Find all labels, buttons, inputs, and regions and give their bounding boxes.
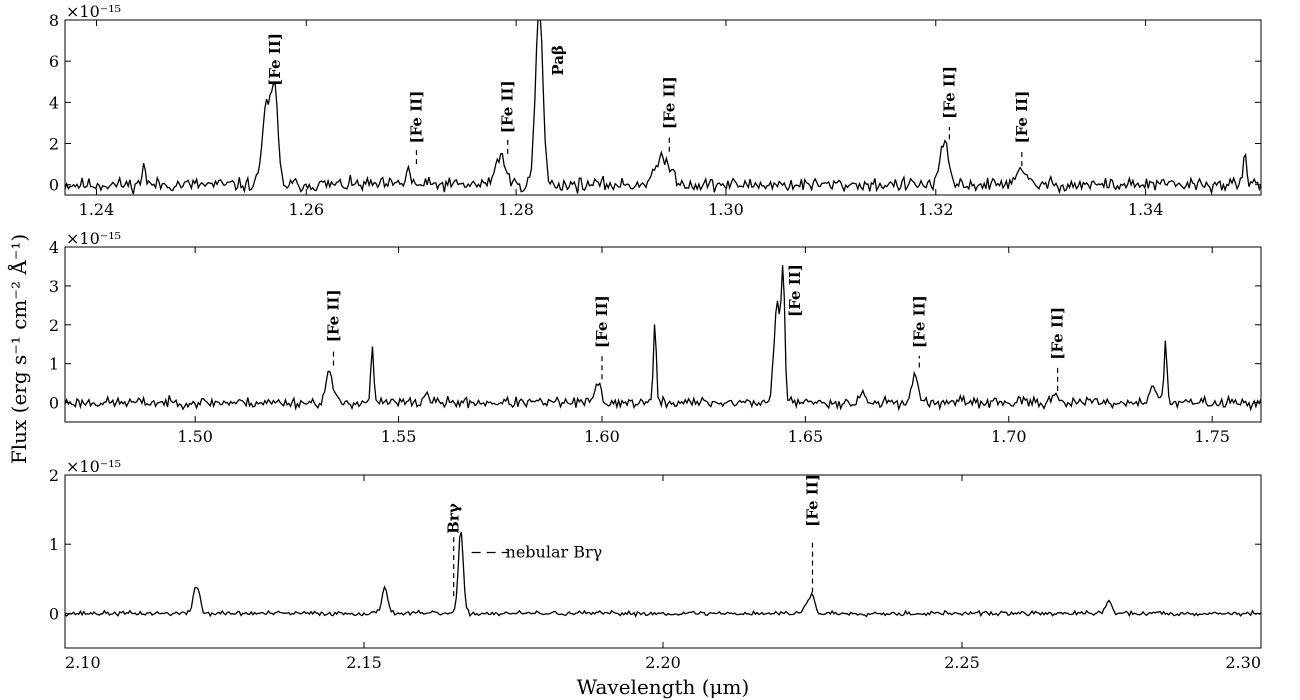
y-tick-label: 2 bbox=[49, 135, 59, 154]
annotation-label: [Fe II] bbox=[910, 295, 928, 348]
y-tick-label: 0 bbox=[49, 394, 59, 413]
y-tick-label: 3 bbox=[49, 277, 59, 296]
panel-H: 1.50 1.55 1.60 1.65 1.70 1.75 0 1 2 3 4 ×10⁻¹⁵ [Fe I… bbox=[49, 229, 1262, 446]
y-tick-label: 6 bbox=[49, 52, 59, 71]
y-tick-label: 4 bbox=[49, 93, 59, 112]
x-tick-label: 1.65 bbox=[788, 427, 824, 446]
plot-frame-J bbox=[64, 19, 1262, 196]
x-tick-label: 1.32 bbox=[918, 200, 954, 219]
y-tick-label: 1 bbox=[49, 535, 59, 554]
annotation-label: Paβ bbox=[549, 45, 567, 76]
spectrum-line-J bbox=[65, 20, 1261, 195]
x-tick-label: 1.24 bbox=[79, 200, 115, 219]
x-tick-label: 1.75 bbox=[1194, 427, 1230, 446]
annotation-label: [Fe II] bbox=[1013, 91, 1031, 144]
y-axis-label: Flux (erg s⁻¹ cm⁻² Å⁻¹) bbox=[6, 234, 31, 464]
annotation-label: [Fe II] bbox=[266, 33, 284, 86]
x-tick-label: 2.30 bbox=[1225, 653, 1261, 672]
y-tick-label: 2 bbox=[49, 316, 59, 335]
annotation-label: [Fe II] bbox=[407, 91, 425, 144]
panel-J: 1.24 1.26 1.28 1.30 1.32 1.34 0 2 4 6 8 ×10⁻¹⁵ [Fe I… bbox=[49, 2, 1262, 219]
panel-K: 2.10 2.15 2.20 2.25 2.30 0 1 2 ×10⁻¹⁵ Brγ [Fe II] n… bbox=[49, 457, 1262, 672]
x-tick-label: 1.28 bbox=[498, 200, 534, 219]
x-tick-label: 1.26 bbox=[288, 200, 324, 219]
x-tick-label: 2.25 bbox=[944, 653, 980, 672]
y-tick-label: 4 bbox=[49, 238, 59, 257]
annotation-label: [Fe II] bbox=[804, 474, 822, 527]
y-axis-multiplier: ×10⁻¹⁵ bbox=[66, 2, 121, 21]
x-axis-label: Wavelength (μm) bbox=[577, 675, 750, 699]
x-tick-label: 2.20 bbox=[645, 653, 681, 672]
spectrum-line-H bbox=[65, 265, 1261, 412]
panels-group: 1.24 1.26 1.28 1.30 1.32 1.34 0 2 4 6 8 ×10⁻¹⁵ [Fe I… bbox=[49, 2, 1262, 672]
x-tick-label: 1.34 bbox=[1128, 200, 1164, 219]
plot-frame-H bbox=[64, 246, 1262, 423]
annotation-label: nebular Brγ bbox=[506, 543, 603, 562]
x-tick-label: 1.70 bbox=[991, 427, 1027, 446]
x-tick-label: 1.60 bbox=[584, 427, 620, 446]
y-axis-multiplier: ×10⁻¹⁵ bbox=[66, 457, 121, 476]
x-tick-label: 1.50 bbox=[177, 427, 213, 446]
plot-frame-K bbox=[64, 474, 1262, 649]
annotation-label: Brγ bbox=[445, 503, 463, 534]
y-tick-label: 0 bbox=[49, 604, 59, 623]
annotation-label: [Fe II] bbox=[1049, 307, 1067, 360]
y-tick-label: 2 bbox=[49, 466, 59, 485]
annotation-label: [Fe II] bbox=[324, 289, 342, 342]
x-tick-label: 1.30 bbox=[708, 200, 744, 219]
annotation-label: [Fe II] bbox=[593, 295, 611, 348]
annotation-label: [Fe II] bbox=[660, 76, 678, 129]
spectrum-line-K bbox=[65, 531, 1261, 618]
annotation-label: [Fe II] bbox=[940, 66, 958, 119]
x-tick-label: 2.10 bbox=[65, 653, 101, 672]
y-tick-label: 1 bbox=[49, 355, 59, 374]
y-axis-multiplier: ×10⁻¹⁵ bbox=[66, 229, 121, 248]
annotation-label: [Fe II] bbox=[499, 80, 517, 133]
x-tick-label: 2.15 bbox=[346, 653, 382, 672]
annotation-label: [Fe II] bbox=[786, 264, 804, 317]
y-tick-label: 0 bbox=[49, 176, 59, 195]
y-tick-label: 8 bbox=[49, 11, 59, 30]
x-tick-label: 1.55 bbox=[381, 427, 417, 446]
